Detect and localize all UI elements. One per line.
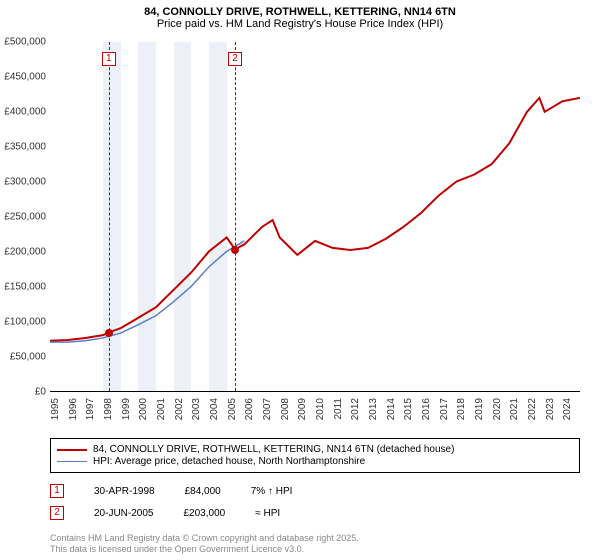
info-note-2: ≈ HPI: [255, 508, 280, 519]
info-date-1: 30-APR-1998: [94, 486, 155, 497]
chart-plot-area: 12: [50, 42, 580, 392]
title-line-1: 84, CONNOLLY DRIVE, ROTHWELL, KETTERING,…: [0, 6, 600, 18]
marker-1-icon: 1: [50, 484, 64, 498]
title-line-2: Price paid vs. HM Land Registry's House …: [0, 18, 600, 30]
info-row-1: 1 30-APR-1998 £84,000 7% ↑ HPI: [50, 484, 580, 498]
marker-2-icon: 2: [50, 506, 64, 520]
footer-line-1: Contains HM Land Registry data © Crown c…: [50, 533, 359, 545]
info-date-2: 20-JUN-2005: [94, 508, 153, 519]
chart-title: 84, CONNOLLY DRIVE, ROTHWELL, KETTERING,…: [0, 0, 600, 32]
chart-lines: [50, 42, 580, 391]
y-axis: £0£50,000£100,000£150,000£200,000£250,00…: [0, 42, 50, 392]
legend-box: 84, CONNOLLY DRIVE, ROTHWELL, KETTERING,…: [50, 438, 580, 473]
info-row-2: 2 20-JUN-2005 £203,000 ≈ HPI: [50, 506, 580, 520]
footer-line-2: This data is licensed under the Open Gov…: [50, 544, 359, 556]
info-price-1: £84,000: [185, 486, 221, 497]
x-axis: 1995199619971998199920002001200220032004…: [50, 392, 580, 432]
footer-text: Contains HM Land Registry data © Crown c…: [50, 533, 359, 556]
info-price-2: £203,000: [183, 508, 225, 519]
info-note-1: 7% ↑ HPI: [251, 486, 293, 497]
